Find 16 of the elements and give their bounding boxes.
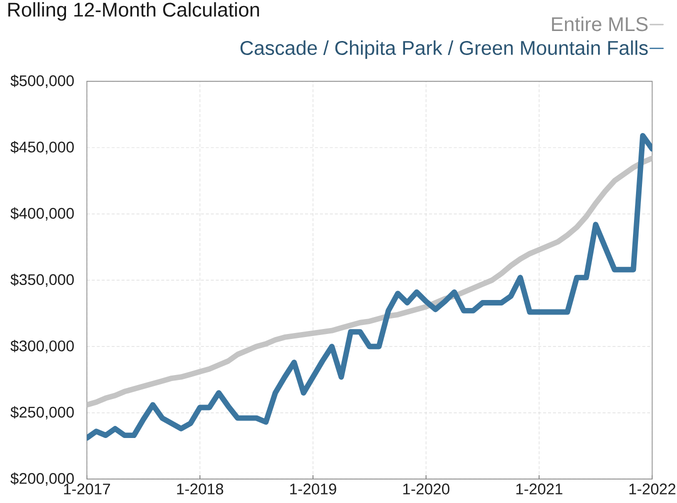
- y-tick-label: $500,000: [10, 74, 74, 88]
- chart-title: Rolling 12-Month Calculation: [8, 2, 259, 21]
- x-tick-label: 1-2020: [403, 484, 450, 495]
- y-tick-label: $400,000: [10, 207, 74, 221]
- y-tick-label: $350,000: [10, 274, 74, 287]
- y-tick-label: $200,000: [10, 472, 74, 486]
- x-tick-label: 1-2019: [290, 484, 336, 495]
- x-tick-label: 1-2017: [64, 484, 110, 495]
- legend-label: Entire MLS: [552, 16, 648, 32]
- x-tick-label: 1-2021: [516, 484, 562, 495]
- x-tick-label: 1-2018: [177, 484, 224, 495]
- y-tick-label: $450,000: [10, 141, 74, 154]
- y-tick-label: $300,000: [10, 340, 74, 354]
- legend-label: Cascade / Chipita Park / Green Mountain Falls: [240, 40, 648, 59]
- y-tick-label: $250,000: [10, 406, 74, 420]
- x-tick-label: 1-2022: [629, 484, 676, 495]
